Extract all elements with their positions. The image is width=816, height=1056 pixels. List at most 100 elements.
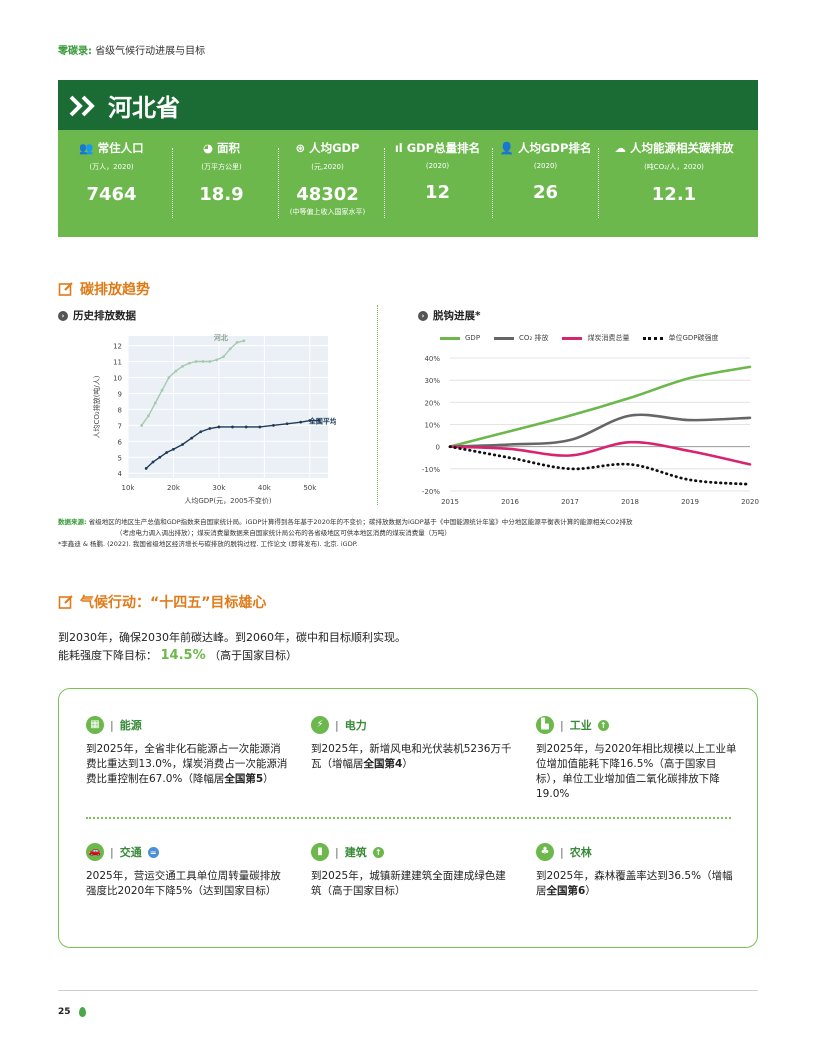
stat-population: 👥 常住人口 (万人，2020) 7464 <box>54 140 169 205</box>
double-chevron-icon <box>69 95 95 116</box>
target-label: 能耗强度下降目标： <box>58 649 157 662</box>
data-point <box>217 425 221 429</box>
card-title: 农林 <box>569 846 592 859</box>
car-icon: 🚗 <box>86 843 104 861</box>
card-title: 能源 <box>119 719 142 732</box>
card-energy: ▦ | 能源 到2025年，全省非化石能源占一次能源消费比重达到13.0%，煤炭消费… <box>86 716 291 787</box>
card-text-bold: 全国第6 <box>546 885 586 897</box>
legend-item: 单位GDP碳强度 <box>643 333 719 343</box>
y-tick-label: 6 <box>118 438 123 446</box>
energy-intensity-target: 能耗强度下降目标： 14.5% （高于国家目标） <box>58 647 297 663</box>
data-point <box>215 358 219 362</box>
stat-value: 48302 <box>296 184 359 205</box>
x-tick-label: 10k <box>122 484 136 492</box>
sector-targets-panel <box>58 688 758 948</box>
data-point <box>147 414 150 418</box>
data-point <box>231 425 234 429</box>
history-subtitle: › 历史排放数据 <box>58 308 136 323</box>
data-point <box>285 422 289 426</box>
card-text-end: ） <box>402 758 413 770</box>
stat-value: 26 <box>532 182 559 203</box>
legend-item: 煤炭消费总量 <box>562 333 629 343</box>
footer-divider <box>58 990 758 991</box>
x-tick-label: 50k <box>303 484 317 492</box>
series-line <box>448 440 752 466</box>
stat-area: ◕ 面积 (万平方公里) 18.9 <box>164 140 279 205</box>
data-point <box>208 360 212 363</box>
stat-value: 12 <box>424 182 451 203</box>
card-text-main: 到2025年，与2020年相比规模以上工业单位增加值能耗下降16.5%（高于国家… <box>536 743 737 800</box>
coin-icon: ⊛ <box>295 141 306 155</box>
x-tick-label: 2018 <box>621 498 639 506</box>
stat-gdp-per-capita: ⊛ 人均GDP (元,2020) 48302 (中等偏上收入国家水平) <box>270 140 385 217</box>
card-text-main: 到2025年，森林覆盖率达到36.5%（增幅居 <box>536 870 733 897</box>
data-point <box>167 376 171 379</box>
series-line <box>145 419 319 469</box>
card-text-main: 到2025年，城镇新建建筑全面建成绿色建筑（高于国家目标） <box>311 870 506 897</box>
stat-label: 常住人口 <box>97 141 144 155</box>
stat-value: 18.9 <box>199 184 244 205</box>
solar-panel-icon: ▦ <box>86 716 104 734</box>
stat-label: 人均能源相关碳排放 <box>630 141 734 155</box>
data-point <box>151 460 155 464</box>
card-text-end: ） <box>263 773 274 785</box>
legend-swatch <box>643 336 664 340</box>
x-axis-label: 人均GDP(元，2005不变价) <box>184 496 272 505</box>
card-forestry: ♣ | 农林 到2025年，森林覆盖率达到36.5%（增幅居全国第6） <box>536 843 741 899</box>
y-tick-label: 9 <box>118 390 122 398</box>
data-point <box>222 355 225 359</box>
factory-icon: ▙ <box>536 716 554 734</box>
y-tick-label: 30% <box>424 377 440 385</box>
area-icon: ◕ <box>202 141 214 155</box>
card-text-main: 到2025年，全省非化石能源占一次能源消费比重达到13.0%，煤炭消费占一次能源… <box>86 743 288 785</box>
power-plant-icon: ⚡ <box>311 716 329 734</box>
card-text-bold: 全国第4 <box>363 758 403 770</box>
legend-label: 煤炭消费总量 <box>587 334 630 342</box>
card-text-main: 2025年，营运交通工具单位周转量碳排放强度比2020年下降5%（达到国家目标） <box>86 870 281 897</box>
data-point <box>190 436 194 440</box>
page-number: 25 <box>58 1007 71 1017</box>
data-point <box>299 420 303 424</box>
legend-label: 单位GDP碳强度 <box>668 334 719 342</box>
banner-title: 河北省 <box>68 88 180 123</box>
y-tick-label: 8 <box>118 406 122 414</box>
section-title-text: 碳排放趋势 <box>80 282 150 298</box>
scatter-chart: 4 5 6 7 8 9 10 11 12 10k 20k 30k 40k 50k 人均GDP(元，2005不… <box>92 333 336 505</box>
data-point <box>242 339 246 343</box>
card-text: 2025年，营运交通工具单位周转量碳排放强度比2020年下降5%（达到国家目标） <box>86 869 291 899</box>
legend-item: CO₂ 排放 <box>494 333 548 343</box>
legend-swatch <box>562 336 583 340</box>
y-tick-label: -10% <box>422 466 440 474</box>
panel-divider <box>86 817 731 819</box>
legend-label: GDP <box>465 334 481 342</box>
y-tick-label: 10% <box>424 422 440 430</box>
y-axis-label: 人均CO₂排放(吨/人) <box>92 375 101 438</box>
series-line <box>448 413 752 448</box>
line-chart: 40% 30% 20% 10% 0 -10% -20%2015 2016 2017 2018 201… <box>422 355 759 506</box>
data-point <box>174 369 178 373</box>
bar-chart-icon: ıl <box>394 141 403 155</box>
breadcrumb-text: 省级气候行动进展与目标 <box>95 46 206 57</box>
arrow-up-icon: ↑ <box>372 846 384 858</box>
tree-icon: ♣ <box>536 843 554 861</box>
stat-divider <box>598 148 599 218</box>
y-tick-label: 7 <box>118 422 122 430</box>
section-emissions-title: 碳排放趋势 <box>58 279 150 299</box>
series-line <box>448 365 752 448</box>
card-text: 到2025年，城镇新建建筑全面建成绿色建筑（高于国家目标） <box>311 869 516 899</box>
breadcrumb-lead: 零碳录: <box>58 46 92 57</box>
data-point <box>272 423 275 427</box>
card-title: 建筑 <box>344 846 367 859</box>
breadcrumb: 零碳录: 省级气候行动进展与目标 <box>58 42 205 57</box>
x-tick-label: 2017 <box>561 498 579 506</box>
card-text: 到2025年，与2020年相比规模以上工业单位增加值能耗下降16.5%（高于国家… <box>536 742 741 802</box>
card-building: ▮ | 建筑 ↑ 到2025年，城镇新建建筑全面建成绿色建筑（高于国家目标） <box>311 843 516 899</box>
arrow-up-icon: ↑ <box>597 719 609 731</box>
card-text: 到2025年，全省非化石能源占一次能源消费比重达到13.0%，煤炭消费占一次能源… <box>86 742 291 787</box>
province-banner <box>58 80 758 130</box>
legend-swatch <box>440 336 460 340</box>
card-text-bold: 全国第5 <box>224 773 264 785</box>
stat-unit: (吨CO₂/人，2020) <box>644 163 704 171</box>
data-point <box>201 360 205 363</box>
target-value: 14.5% <box>160 648 206 663</box>
